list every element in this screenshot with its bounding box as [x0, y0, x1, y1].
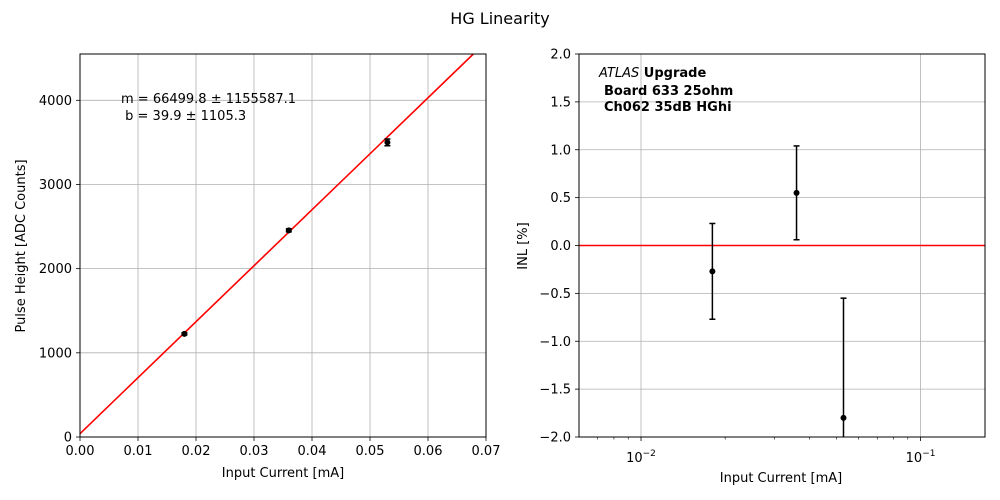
left-data-point [285, 227, 292, 234]
left-y-tick-label: 1000 [39, 346, 72, 361]
right-x-ticks: 10−2 10−1 [597, 437, 936, 466]
left-y-ticks: 0 1000 2000 3000 4000 [39, 94, 80, 446]
tick-exponent: −1 [922, 449, 935, 459]
right-y-axis-label: INL [%] [516, 222, 531, 269]
left-x-tick-label: 0.01 [124, 444, 153, 459]
right-data-point [840, 414, 847, 421]
fit-annotation-slope: m = 66499.8 ± 1155587.1 [121, 92, 296, 107]
right-data-points [709, 145, 847, 437]
right-y-ticks: −2.0 −1.5 −1.0 −0.5 0.0 0.5 1.0 1.5 2.0 [539, 48, 579, 446]
right-y-tick-label: −0.5 [539, 287, 571, 302]
atlas-experiment: ATLAS [598, 66, 639, 81]
linearity-plot: 0.00 0.01 0.02 0.03 0.04 0.05 0.06 0.07 0 1000 20… [14, 53, 501, 481]
right-y-tick-label: −1.0 [539, 335, 571, 350]
left-data-point [384, 139, 391, 146]
left-x-ticks: 0.00 0.01 0.02 0.03 0.04 0.05 0.06 0.07 [66, 437, 501, 459]
fit-annotation-intercept: b = 39.9 ± 1105.3 [121, 109, 246, 124]
board-label: Board 633 25ohm [604, 84, 733, 99]
atlas-suffix: Upgrade [639, 66, 706, 81]
left-x-tick-label: 0.05 [356, 444, 385, 459]
tick-base: 10 [626, 451, 643, 466]
channel-label: Ch062 35dB HGhi [604, 100, 732, 115]
right-y-tick-label: −1.5 [539, 383, 571, 398]
left-x-tick-label: 0.02 [182, 444, 211, 459]
tick-base: 10 [906, 451, 923, 466]
left-x-tick-label: 0.04 [298, 444, 327, 459]
left-x-tick-label: 0.06 [414, 444, 443, 459]
right-y-tick-label: −2.0 [539, 431, 571, 446]
right-x-tick-label: 10−2 [626, 449, 656, 466]
right-x-axis-label: Input Current [mA] [720, 471, 842, 486]
left-y-tick-label: 0 [64, 431, 72, 446]
left-x-axis-label: Input Current [mA] [222, 466, 344, 481]
tick-exponent: −2 [643, 449, 656, 459]
right-y-tick-label: 0.5 [550, 191, 571, 206]
right-x-tick-label: 10−1 [906, 449, 936, 466]
right-y-tick-label: 1.0 [550, 143, 571, 158]
left-fit-line [79, 53, 474, 435]
left-y-axis-label: Pulse Height [ADC Counts] [14, 159, 29, 332]
right-y-tick-label: 0.0 [550, 239, 571, 254]
left-data-point [181, 330, 188, 337]
left-x-tick-label: 0.00 [66, 444, 95, 459]
left-grid [79, 54, 487, 438]
atlas-label: ATLAS Upgrade [598, 66, 706, 81]
left-fit-line-group [79, 53, 474, 435]
figure-title: HG Linearity [450, 9, 549, 28]
right-y-tick-label: 1.5 [550, 95, 571, 110]
left-y-tick-label: 2000 [39, 262, 72, 277]
left-y-tick-label: 3000 [39, 178, 72, 193]
right-data-point [793, 189, 800, 196]
left-y-tick-label: 4000 [39, 94, 72, 109]
inl-plot: 10−2 10−1 −2.0−1.5−1.0−0.50.00.51.01.52.0… [516, 48, 986, 486]
right-y-tick-label: 2.0 [550, 48, 571, 63]
left-data-points [181, 138, 391, 337]
left-plot-frame [79, 53, 487, 438]
right-data-point [709, 268, 716, 275]
left-x-tick-label: 0.07 [472, 444, 501, 459]
left-x-tick-label: 0.03 [240, 444, 269, 459]
